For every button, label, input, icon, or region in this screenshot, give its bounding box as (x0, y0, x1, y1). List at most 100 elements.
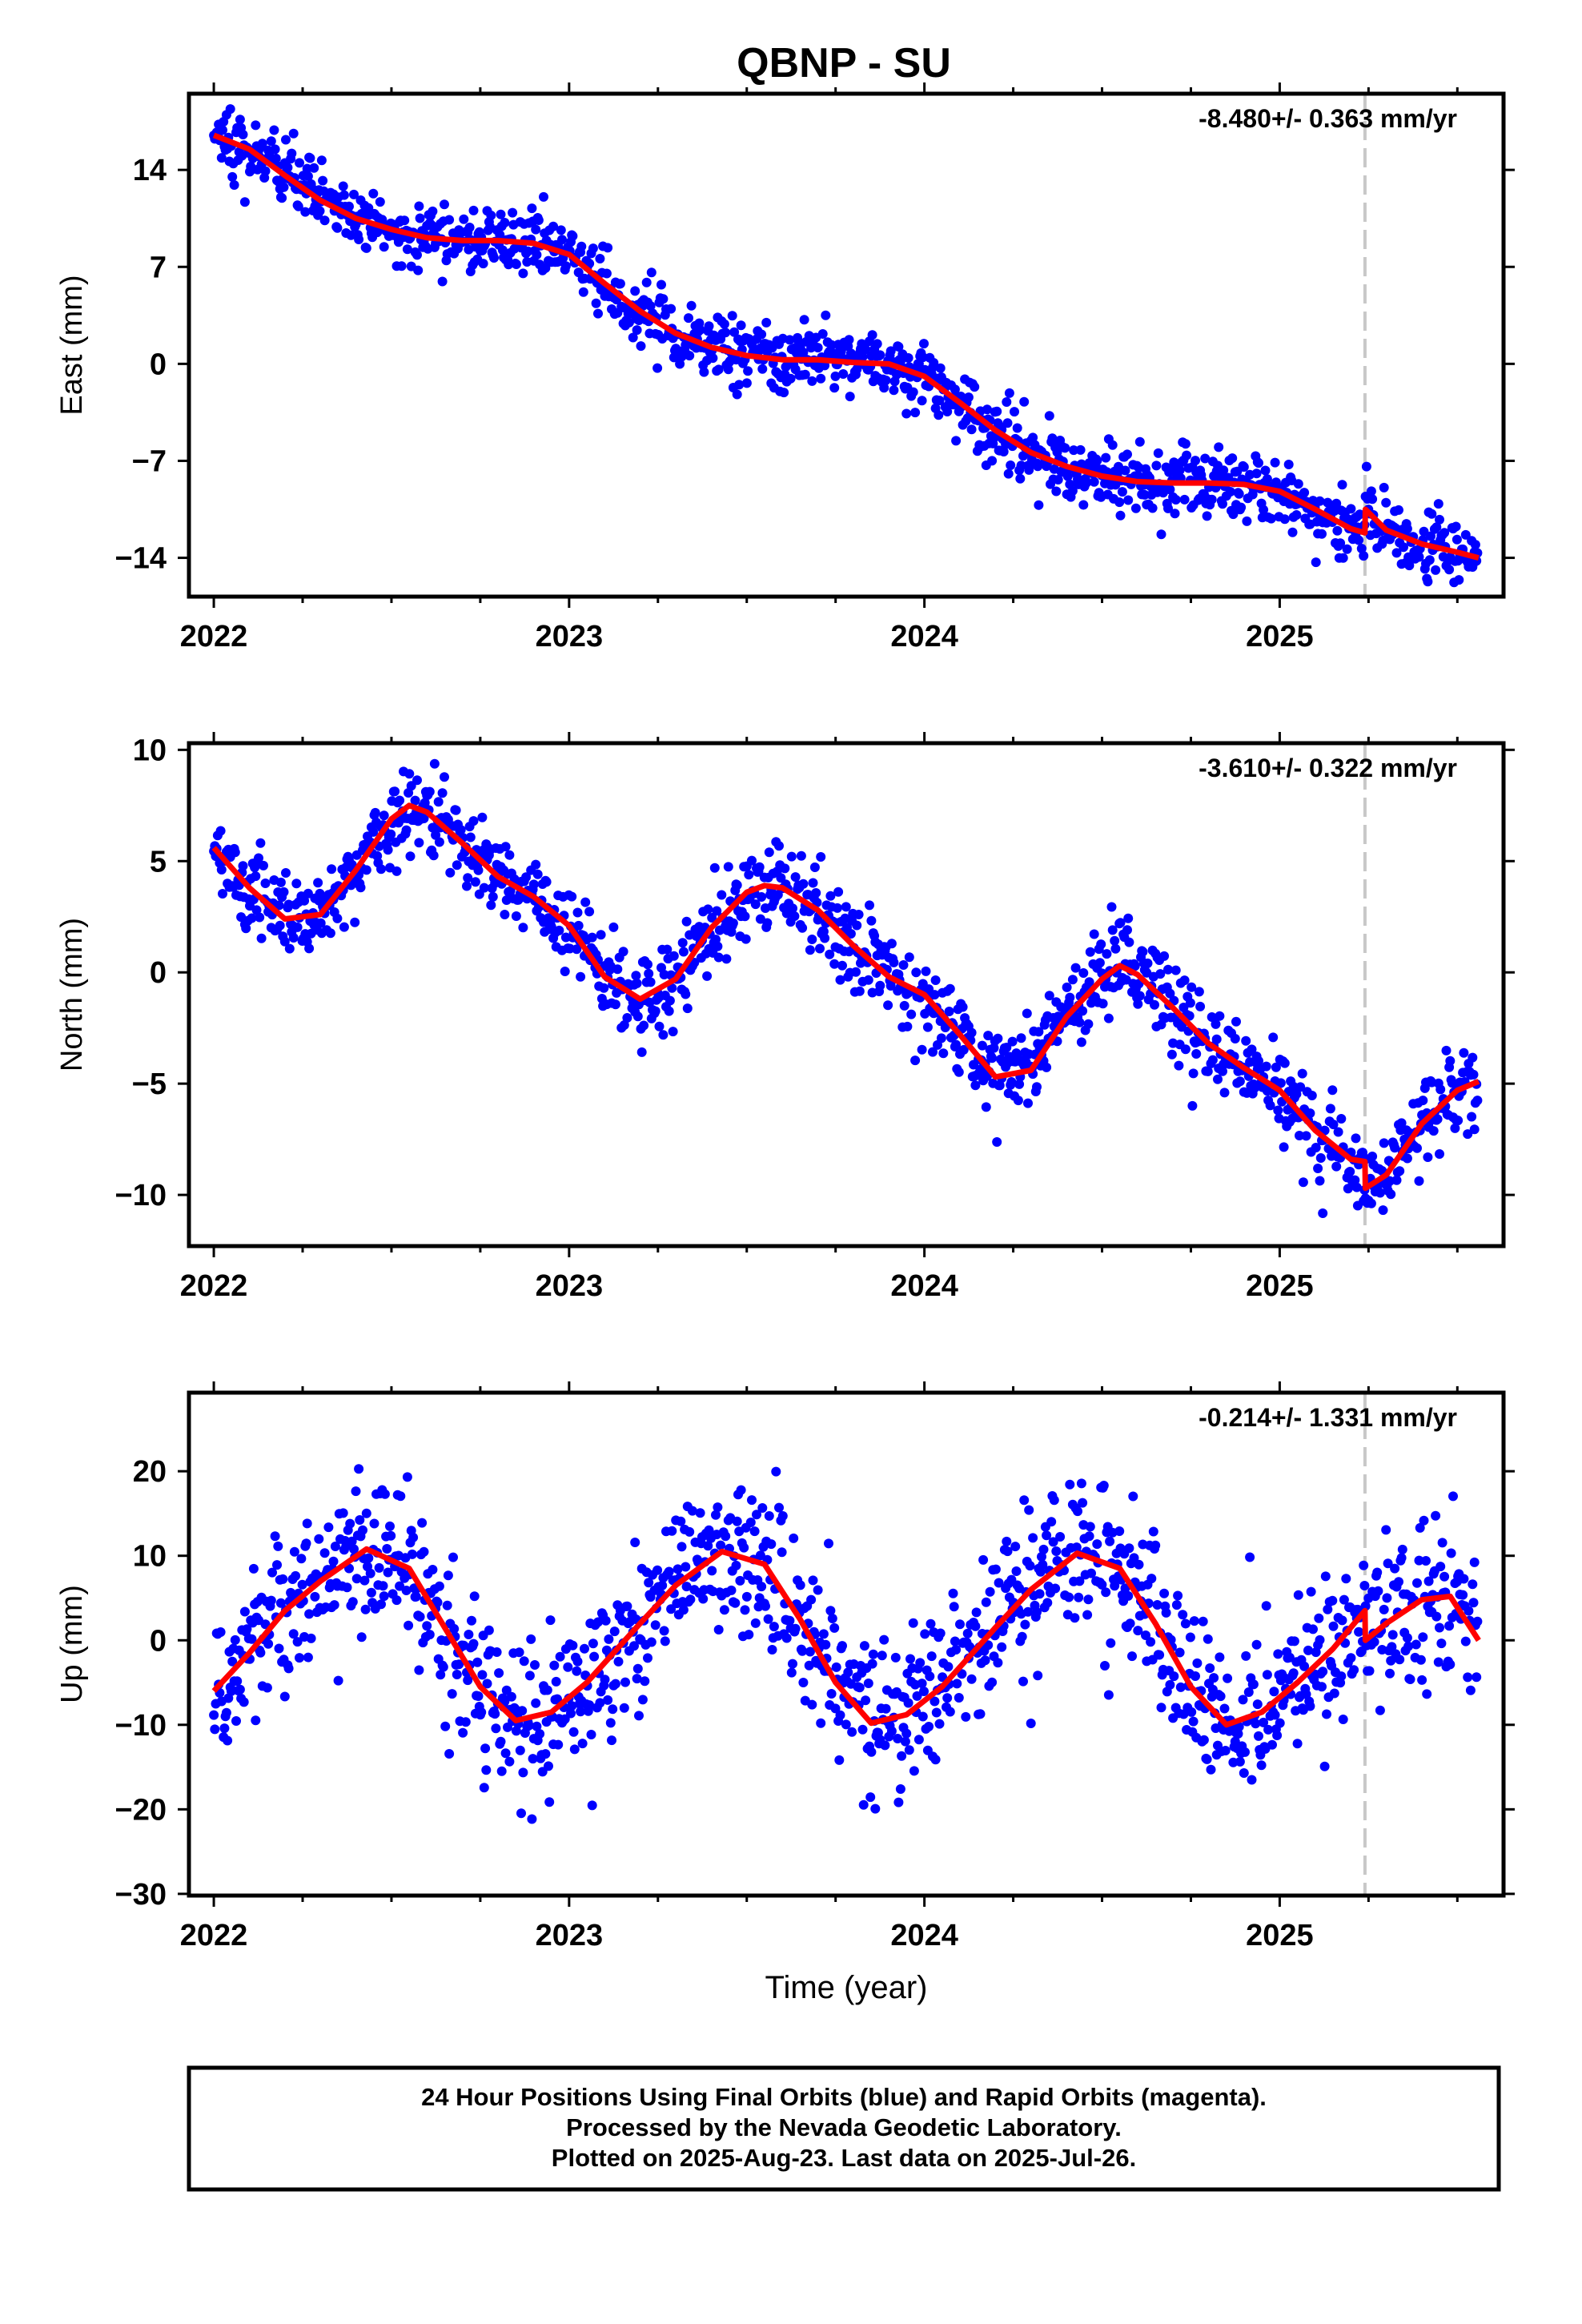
data-point (800, 369, 810, 380)
data-point (1037, 1551, 1046, 1562)
data-point (300, 207, 311, 217)
data-point (531, 224, 541, 235)
data-point (950, 1636, 960, 1647)
data-point (396, 261, 407, 271)
data-point (1202, 1754, 1212, 1764)
data-point (314, 1534, 324, 1544)
data-point (1354, 535, 1364, 545)
data-point (658, 1030, 669, 1040)
data-point (1387, 1630, 1398, 1640)
data-point (1023, 1098, 1033, 1108)
data-point (1424, 555, 1435, 565)
data-point (1078, 968, 1089, 978)
data-point (442, 1600, 452, 1610)
data-point (631, 971, 641, 981)
data-point (1279, 514, 1290, 525)
data-point (1439, 528, 1450, 538)
data-point (1065, 992, 1075, 1003)
data-point (966, 424, 977, 435)
data-point (993, 1658, 1003, 1668)
data-point (1372, 1567, 1383, 1578)
data-point (1292, 1739, 1303, 1749)
y-tick-label: 0 (150, 348, 167, 381)
data-point (1381, 497, 1391, 508)
data-point (424, 1630, 435, 1640)
data-point (975, 1709, 986, 1719)
data-point (593, 1617, 603, 1627)
data-point (762, 918, 773, 928)
data-point (1199, 1735, 1209, 1745)
data-point (992, 406, 1002, 416)
data-point (838, 369, 849, 379)
data-point (1322, 1709, 1331, 1719)
data-point (1230, 1034, 1240, 1043)
data-point (216, 153, 227, 163)
data-point (1215, 1652, 1225, 1663)
data-point (1234, 1722, 1244, 1732)
data-point (438, 1662, 448, 1672)
data-point (588, 243, 598, 254)
data-point (1098, 999, 1108, 1009)
data-point (640, 1676, 650, 1687)
data-point (469, 1591, 480, 1602)
data-point (1458, 1590, 1468, 1600)
data-point (278, 1574, 288, 1584)
data-point (247, 913, 257, 923)
data-point (572, 1656, 583, 1667)
y-tick-label: 5 (150, 845, 167, 879)
data-point (1191, 1671, 1200, 1681)
x-tick-label: 2022 (180, 1919, 248, 1952)
data-point (829, 383, 840, 393)
data-point (954, 1693, 964, 1703)
data-point (517, 1706, 528, 1716)
data-point (1053, 475, 1063, 485)
data-point (1435, 1084, 1446, 1095)
data-point (980, 1655, 990, 1666)
data-point (1067, 485, 1078, 496)
data-point (1019, 1495, 1030, 1506)
data-point (1259, 1717, 1269, 1727)
data-point (902, 1021, 913, 1031)
data-point (1279, 1142, 1289, 1152)
data-point (1298, 1177, 1308, 1188)
data-point (942, 1693, 953, 1703)
data-point (304, 1609, 315, 1619)
data-point (1303, 1645, 1313, 1655)
data-point (931, 1707, 942, 1718)
data-point (1174, 1060, 1184, 1071)
data-point (1070, 1613, 1080, 1623)
data-point (1062, 471, 1073, 481)
data-point (1163, 503, 1173, 513)
data-point (709, 862, 720, 873)
data-point (620, 1677, 630, 1687)
data-point (1418, 1096, 1428, 1106)
data-point (1242, 516, 1252, 526)
data-point (807, 1699, 817, 1710)
data-point (542, 1685, 552, 1695)
data-point (1291, 510, 1302, 520)
data-point (982, 404, 992, 415)
data-point (1329, 1688, 1339, 1699)
data-point (1338, 553, 1348, 563)
data-point (1075, 444, 1086, 455)
data-point (900, 1736, 910, 1747)
data-point (500, 910, 510, 919)
data-point (930, 990, 940, 1000)
data-point (895, 1784, 905, 1794)
data-point (1070, 963, 1081, 973)
data-point (1248, 1679, 1259, 1690)
data-point (785, 373, 796, 384)
data-point (1074, 1592, 1084, 1602)
data-point (963, 392, 974, 403)
data-point (938, 1048, 949, 1059)
data-point (654, 1021, 665, 1031)
data-point (219, 1723, 230, 1734)
data-point (504, 1756, 515, 1767)
data-point (395, 1581, 405, 1591)
data-point (763, 1614, 773, 1624)
data-point (1106, 902, 1117, 912)
data-point (831, 1662, 841, 1672)
data-point (1337, 1615, 1347, 1626)
data-point (901, 1728, 912, 1739)
data-point (1084, 977, 1094, 987)
